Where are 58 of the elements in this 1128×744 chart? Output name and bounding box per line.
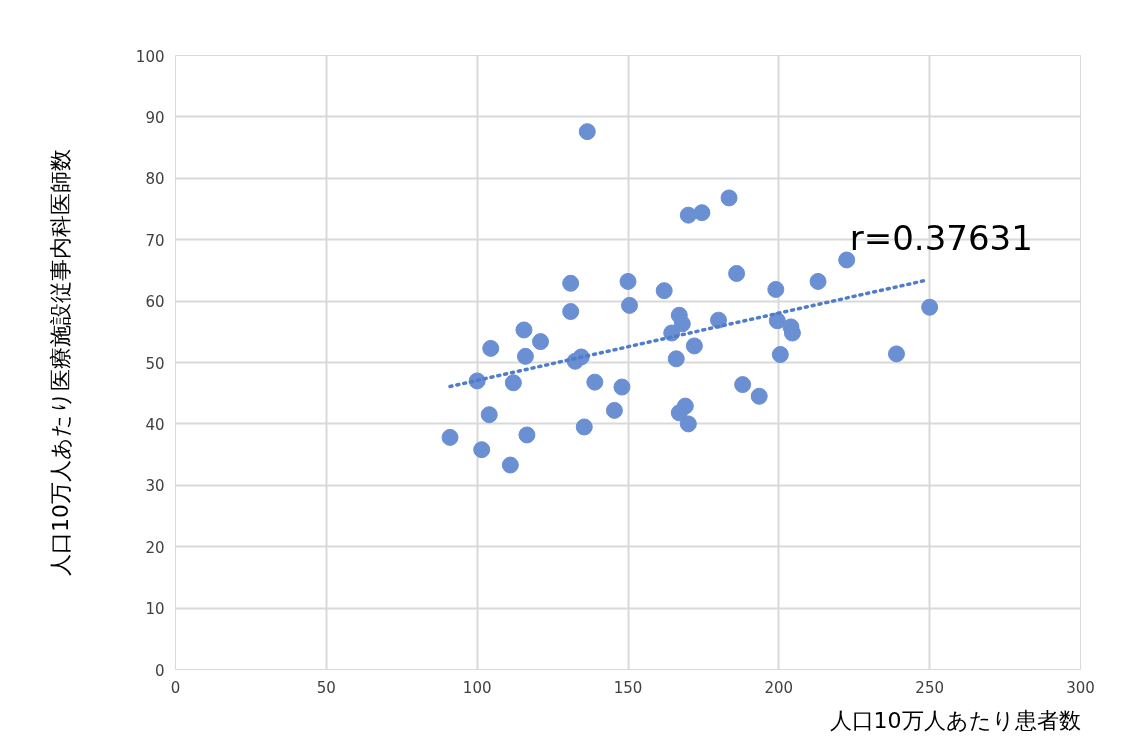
y-tick-label: 20 — [145, 538, 165, 557]
y-tick-label: 0 — [154, 661, 165, 680]
annotation: r=0.37631 — [849, 218, 1033, 259]
y-axis-title: 人口10万人あたり医療施設従事内科医師数 — [47, 149, 73, 576]
point — [673, 315, 691, 333]
y-tick-label: 80 — [145, 170, 165, 189]
y-tick-label: 90 — [145, 108, 165, 127]
point — [685, 337, 703, 355]
point — [667, 350, 685, 368]
point — [473, 441, 491, 459]
point — [771, 346, 789, 363]
point — [767, 280, 785, 298]
y-tick-label: 50 — [145, 354, 165, 373]
point — [562, 274, 580, 292]
point — [575, 418, 593, 436]
point — [562, 303, 580, 321]
point — [605, 401, 623, 419]
point — [515, 321, 533, 339]
x-tick-label: 150 — [613, 678, 643, 697]
point — [728, 264, 746, 282]
x-axis-title: 人口10万人あたり患者数 — [829, 707, 1081, 733]
y-tick-label: 40 — [145, 415, 165, 434]
point — [693, 204, 711, 222]
point — [720, 189, 738, 207]
x-tick-label: 300 — [1066, 678, 1095, 697]
x-tick-label: 200 — [764, 678, 794, 697]
point — [676, 397, 694, 415]
point — [504, 374, 522, 392]
point — [501, 456, 519, 474]
point — [679, 415, 697, 433]
point — [578, 123, 596, 141]
x-tick-label: 50 — [316, 678, 336, 697]
point — [613, 378, 631, 396]
x-tick-label: 100 — [462, 678, 492, 697]
point — [518, 426, 536, 444]
point — [619, 272, 637, 290]
x-tick-label: 0 — [170, 678, 181, 697]
y-tick-label: 60 — [145, 293, 165, 312]
point — [621, 296, 639, 314]
point — [750, 387, 768, 405]
point — [532, 333, 550, 351]
x-tick-label: 250 — [915, 678, 944, 697]
point — [679, 206, 697, 224]
y-tick-label: 70 — [145, 231, 165, 250]
y-tick-label: 10 — [145, 600, 165, 619]
y-tick-label: 100 — [135, 47, 165, 66]
point — [441, 428, 459, 446]
point — [809, 272, 827, 290]
point — [480, 406, 498, 424]
point — [482, 339, 500, 357]
point — [887, 345, 905, 363]
point — [734, 376, 752, 394]
point — [838, 251, 856, 269]
point — [516, 347, 534, 365]
point — [921, 298, 939, 316]
y-tick-label: 30 — [145, 477, 165, 496]
point — [655, 282, 673, 300]
point — [586, 373, 604, 391]
